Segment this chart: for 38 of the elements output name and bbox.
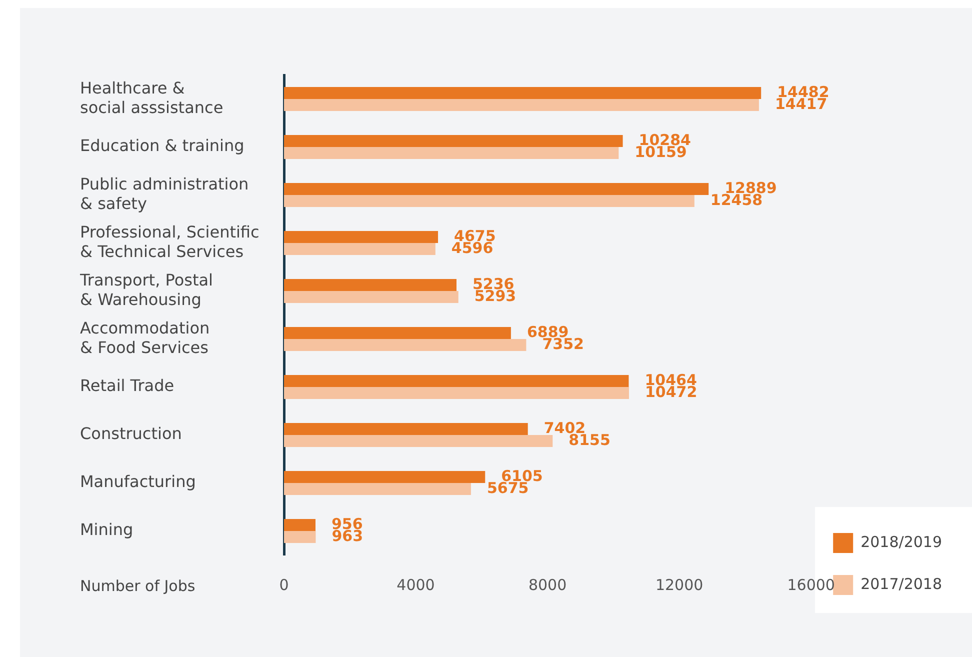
- bar: [284, 387, 629, 399]
- y-tick-label: Healthcare & social asssistance: [80, 78, 224, 117]
- bar: [284, 291, 458, 303]
- bar: [284, 243, 436, 255]
- bar: [284, 531, 316, 543]
- x-tick-label: 4000: [396, 576, 435, 594]
- bar: [284, 483, 471, 495]
- y-tick-label: Mining: [80, 520, 134, 540]
- x-tick-label: 8000: [528, 576, 567, 594]
- bar: [284, 423, 528, 435]
- bar: [284, 231, 438, 243]
- bar: [284, 339, 526, 351]
- y-tick-label: Transport, Postal & Warehousing: [79, 270, 213, 309]
- y-tick-label: Accommodation & Food Services: [80, 318, 210, 357]
- legend-label: 2018/2019: [860, 532, 942, 551]
- x-tick-label: 0: [279, 576, 289, 594]
- bar: [284, 147, 619, 159]
- y-tick-label: Public administration & safety: [80, 174, 249, 213]
- bar: [284, 519, 316, 531]
- bar: [284, 183, 709, 195]
- legend-label: 2017/2018: [860, 574, 942, 593]
- y-tick-label: Manufacturing: [80, 472, 196, 492]
- bar: [284, 99, 759, 111]
- bar: [284, 135, 623, 147]
- y-tick-label: Construction: [80, 424, 182, 444]
- x-axis-title: Number of Jobs: [80, 576, 196, 595]
- x-tick-label: 12000: [655, 576, 704, 594]
- bar: [284, 87, 762, 99]
- y-tick-label: Education & training: [80, 136, 244, 156]
- bar: [284, 375, 629, 387]
- bar: [284, 471, 486, 483]
- y-tick-label: Professional, Scientific & Technical Services: [80, 222, 260, 261]
- bar: [284, 435, 553, 447]
- bar: [284, 327, 511, 339]
- x-tick-label: 16000: [787, 576, 835, 594]
- bar: [284, 195, 694, 207]
- bar: [284, 279, 456, 291]
- y-tick-label: Retail Trade: [80, 376, 174, 396]
